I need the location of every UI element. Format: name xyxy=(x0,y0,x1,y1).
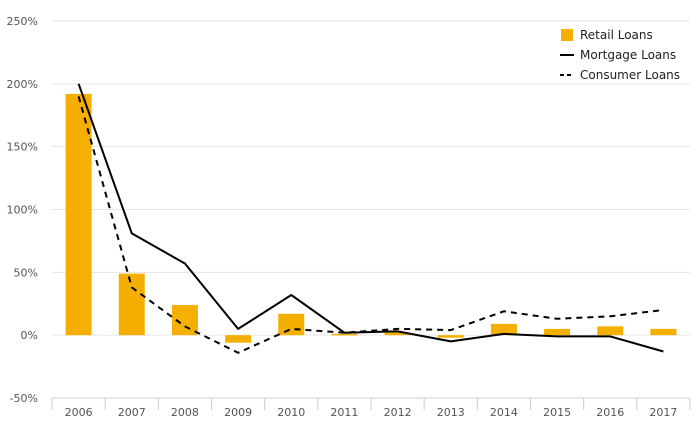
gridlines xyxy=(52,20,690,336)
x-tick-label: 2015 xyxy=(543,406,571,419)
bar-retail-loans xyxy=(331,333,358,336)
y-tick-label: 200% xyxy=(7,78,38,91)
x-tick-label: 2012 xyxy=(384,406,412,419)
y-tick-label: 250% xyxy=(7,15,38,28)
line-consumer-loans xyxy=(77,96,664,354)
x-tick-label: 2016 xyxy=(596,406,624,419)
bar-retail-loans xyxy=(597,326,624,336)
bar-retail-loans xyxy=(437,335,464,338)
legend-label-retail-loans: Retail Loans xyxy=(580,28,653,42)
x-axis: 2006 2007 2008 2009 2010 2011 2012 2013 2014 2015… xyxy=(51,397,691,419)
x-tick-label: 2014 xyxy=(490,406,518,419)
y-axis: -50% 0% 50% 100% 150% 200% 250% xyxy=(7,15,38,405)
bar-series-retail-loans xyxy=(65,93,677,343)
bar-retail-loans xyxy=(384,332,411,336)
x-tick-label: 2006 xyxy=(65,406,93,419)
legend: Retail Loans Mortgage Loans Consumer Loans xyxy=(560,28,680,82)
x-tick-label: 2007 xyxy=(118,406,146,419)
y-tick-label: 150% xyxy=(7,141,38,154)
line-series xyxy=(77,83,664,354)
bar-retail-loans xyxy=(490,323,517,336)
y-tick-label: 100% xyxy=(7,204,38,217)
x-tick-label: 2009 xyxy=(224,406,252,419)
y-tick-label: -50% xyxy=(10,392,38,405)
x-tick-label: 2017 xyxy=(649,406,677,419)
bar-retail-loans xyxy=(278,313,305,336)
legend-label-mortgage-loans: Mortgage Loans xyxy=(580,48,676,62)
y-tick-label: 50% xyxy=(14,266,38,279)
legend-label-consumer-loans: Consumer Loans xyxy=(580,68,680,82)
bar-retail-loans xyxy=(544,328,571,336)
x-tick-label: 2008 xyxy=(171,406,199,419)
legend-swatch-retail-loans xyxy=(561,29,573,41)
y-tick-label: 0% xyxy=(21,329,38,342)
bar-retail-loans xyxy=(118,273,145,336)
line-mortgage-loans xyxy=(77,83,664,353)
bar-retail-loans xyxy=(650,328,677,336)
x-tick-label: 2011 xyxy=(330,406,358,419)
x-tick-label: 2010 xyxy=(277,406,305,419)
bar-retail-loans xyxy=(65,93,92,336)
bar-retail-loans xyxy=(225,335,252,343)
x-tick-label: 2013 xyxy=(437,406,465,419)
